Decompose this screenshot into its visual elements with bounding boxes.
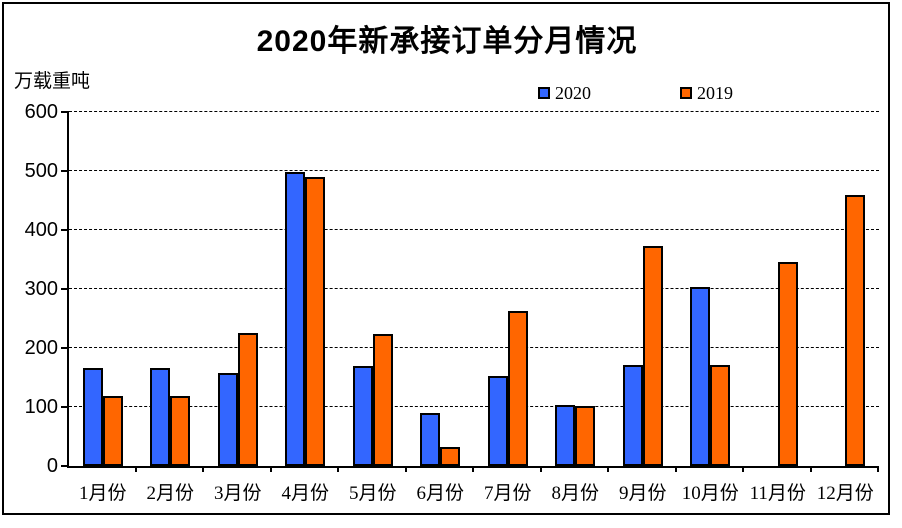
bar-2020-10月份 bbox=[690, 287, 710, 466]
y-axis-label-400: 400 bbox=[24, 219, 58, 241]
x-axis-tick-6 bbox=[472, 466, 474, 472]
x-axis-tick-12 bbox=[877, 466, 879, 472]
x-axis-label-5月份: 5月份 bbox=[348, 483, 397, 504]
x-axis-label-6月份: 6月份 bbox=[416, 483, 464, 504]
y-axis-unit-label: 万载重吨 bbox=[14, 71, 91, 92]
y-axis-tick-100 bbox=[61, 406, 69, 408]
legend-swatch-2020-icon bbox=[538, 87, 550, 99]
y-axis-label-300: 300 bbox=[24, 278, 58, 300]
bar-2020-2月份 bbox=[150, 368, 170, 466]
x-axis-tick-11 bbox=[809, 466, 812, 472]
x-axis-label-3月份: 3月份 bbox=[213, 483, 262, 504]
bar-2019-6月份 bbox=[440, 447, 460, 466]
x-axis-tick-8 bbox=[607, 466, 609, 472]
y-axis-label-200: 200 bbox=[24, 337, 58, 359]
x-axis-label-4月份: 4月份 bbox=[281, 483, 329, 504]
y-axis-label-0: 0 bbox=[46, 455, 58, 477]
bar-2019-7月份 bbox=[507, 311, 528, 466]
x-axis-tick-7 bbox=[539, 466, 542, 472]
x-axis-tick-1 bbox=[134, 466, 137, 472]
x-axis-tick-10 bbox=[742, 466, 744, 472]
bar-2019-10月份 bbox=[710, 365, 730, 466]
x-axis-label-7月份: 7月份 bbox=[483, 483, 532, 504]
plot-area: 0 100 200 300 400 500 600 1月份 2月份 3月份 4月份 5月份 6月份 7月份… bbox=[25, 101, 879, 504]
legend-label-2020: 2020 bbox=[555, 83, 591, 103]
bar-2020-3月份 bbox=[217, 373, 238, 466]
bar-2019-4月份 bbox=[305, 177, 325, 466]
x-axis-tick-3 bbox=[269, 466, 272, 472]
y-axis-label-100: 100 bbox=[24, 396, 58, 418]
bar-2020-7月份 bbox=[487, 376, 508, 466]
gridline-200 bbox=[69, 347, 879, 348]
x-axis-label-9月份: 9月份 bbox=[618, 483, 667, 504]
legend-item-2020: 2020 bbox=[538, 83, 591, 103]
bar-2020-5月份 bbox=[352, 366, 373, 466]
x-axis-tick-9 bbox=[674, 466, 677, 472]
x-axis-label-11月份: 11月份 bbox=[749, 483, 806, 504]
bar-2020-1月份 bbox=[82, 368, 103, 466]
bar-2020-6月份 bbox=[420, 413, 440, 466]
gridline-100 bbox=[69, 406, 879, 407]
bar-2019-8月份 bbox=[575, 406, 595, 466]
x-axis-label-10月份: 10月份 bbox=[681, 483, 739, 504]
gridline-600 bbox=[69, 111, 879, 112]
bar-2019-11月份 bbox=[777, 262, 798, 466]
gridline-500 bbox=[69, 170, 879, 171]
bar-2020-8月份 bbox=[555, 405, 575, 466]
x-axis-tick-2 bbox=[202, 466, 204, 472]
gridline-400 bbox=[69, 229, 879, 230]
bar-2019-2月份 bbox=[170, 396, 190, 466]
x-axis-label-2月份: 2月份 bbox=[146, 483, 194, 504]
bar-2020-4月份 bbox=[285, 172, 305, 466]
y-axis-label-500: 500 bbox=[24, 160, 58, 182]
bar-2019-3月份 bbox=[237, 333, 258, 466]
x-axis-tick-4 bbox=[337, 466, 339, 472]
bar-2019-12月份 bbox=[845, 195, 865, 466]
x-axis-label-12月份: 12月份 bbox=[816, 483, 874, 504]
legend: 2020 2019 bbox=[0, 83, 902, 103]
y-axis-tick-400 bbox=[61, 229, 69, 231]
x-axis-tick-5 bbox=[404, 466, 407, 472]
y-axis-label-600: 600 bbox=[24, 101, 58, 123]
y-axis-tick-0 bbox=[61, 465, 69, 467]
y-axis-tick-300 bbox=[61, 288, 69, 290]
legend-label-2019: 2019 bbox=[697, 83, 733, 103]
legend-swatch-2019-icon bbox=[680, 87, 692, 99]
bar-2019-9月份 bbox=[642, 246, 663, 466]
bar-2020-9月份 bbox=[622, 365, 643, 466]
y-axis-tick-500 bbox=[61, 170, 69, 172]
bar-2019-1月份 bbox=[102, 396, 123, 466]
x-axis-label-8月份: 8月份 bbox=[551, 483, 599, 504]
legend-item-2019: 2019 bbox=[680, 83, 733, 103]
y-axis-tick-600 bbox=[61, 111, 69, 113]
chart-title: 2020年新承接订单分月情况 bbox=[256, 25, 638, 58]
gridline-300 bbox=[69, 288, 879, 289]
y-axis-tick-200 bbox=[61, 347, 69, 349]
bar-2019-5月份 bbox=[372, 334, 393, 466]
x-axis-label-1月份: 1月份 bbox=[78, 483, 127, 504]
